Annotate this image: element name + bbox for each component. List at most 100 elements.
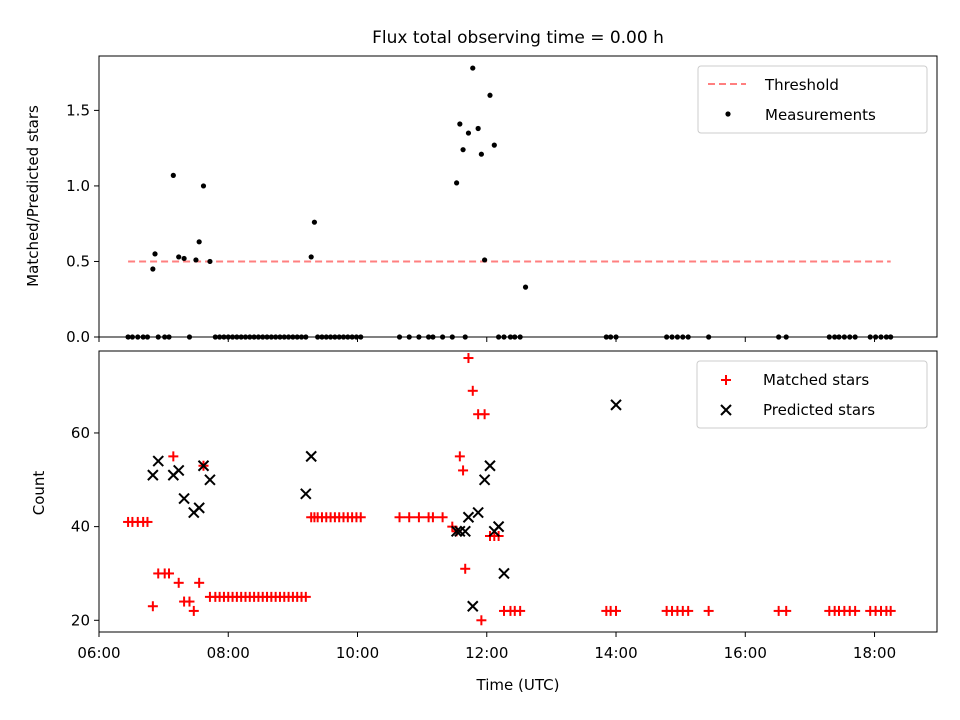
top-y-tick-label: 1.5	[66, 101, 90, 119]
matched-star-point	[168, 451, 179, 462]
matched-star-point	[515, 605, 526, 616]
matched-star-point	[885, 605, 896, 616]
matched-star-point	[173, 577, 184, 588]
matched-stars-points	[123, 353, 896, 626]
measurement-point	[181, 255, 187, 262]
measurement-point	[478, 151, 484, 157]
bottom-x-axis-label: Time (UTC)	[476, 676, 560, 694]
top-y-tick-label: 1.0	[66, 177, 90, 195]
measurement-point	[193, 257, 199, 263]
measurement-point	[308, 254, 314, 260]
bottom-x-tick-label: 12:00	[465, 644, 508, 662]
matched-star-point	[458, 465, 469, 476]
bottom-x-tick-label: 08:00	[207, 644, 250, 662]
matched-star-point	[142, 516, 153, 527]
measurement-point	[475, 125, 481, 132]
top-legend: Threshold Measurements	[697, 65, 928, 134]
measurement-point	[457, 121, 463, 127]
bottom-y-tick-label: 40	[71, 518, 90, 536]
legend-measurements-swatch	[725, 111, 731, 117]
bottom-x-tick-label: 18:00	[853, 644, 896, 662]
matched-star-point	[463, 353, 474, 364]
bottom-plot-frame	[98, 350, 938, 633]
matched-star-point	[781, 605, 792, 616]
bottom-legend: Matched stars Predicted stars	[696, 360, 928, 429]
predicted-star-point	[462, 511, 475, 523]
predicted-star-point	[450, 525, 463, 538]
bottom-x-tick-label: 10:00	[336, 644, 379, 662]
predicted-star-point	[204, 474, 216, 486]
top-y-tick-label: 0.5	[66, 252, 90, 270]
top-y-axis-ticks: 0.0 0.5 1.0 1.5	[66, 101, 99, 346]
matched-star-point	[427, 512, 438, 523]
measurement-point	[311, 219, 318, 225]
matched-star-point	[184, 596, 195, 607]
predicted-star-point	[498, 567, 510, 580]
predicted-star-point	[484, 460, 496, 472]
predicted-star-point	[610, 399, 622, 411]
bottom-y-tick-label: 60	[71, 424, 90, 442]
predicted-star-point	[300, 488, 312, 500]
top-y-tick-label: 0.0	[66, 328, 90, 346]
predicted-stars-points	[147, 399, 622, 612]
top-x-axis-ticks	[98, 337, 876, 342]
matched-star-point	[460, 563, 471, 574]
bottom-x-tick-label: 06:00	[77, 644, 120, 662]
matched-star-point	[164, 568, 175, 579]
legend-predicted-marker	[720, 404, 732, 416]
bottom-legend-frame	[696, 360, 928, 429]
chart-title: Flux total observing time = 0.00 h	[372, 28, 664, 48]
matched-star-point	[611, 605, 622, 616]
matched-star-point	[683, 605, 694, 616]
top-legend-frame	[697, 65, 928, 134]
matched-star-point	[467, 385, 478, 396]
bottom-x-axis-ticks: 06:00 08:00 10:00 12:00 14:00 16:00 18:00	[77, 632, 896, 662]
predicted-star-point	[492, 520, 505, 533]
predicted-star-point	[459, 525, 471, 538]
predicted-star-point	[305, 450, 317, 463]
matched-star-point	[147, 601, 158, 612]
measurement-point	[491, 142, 497, 148]
matched-star-point	[454, 451, 465, 462]
bottom-x-tick-label: 16:00	[724, 644, 767, 662]
measurement-point	[460, 147, 466, 153]
legend-measurements-label: Measurements	[765, 106, 876, 124]
measurement-point	[196, 239, 202, 245]
matched-star-point	[413, 512, 424, 523]
predicted-star-point	[193, 502, 205, 514]
matched-star-point	[437, 512, 448, 523]
legend-threshold-label: Threshold	[764, 76, 839, 94]
measurement-point	[152, 251, 158, 257]
measurement-point	[200, 183, 207, 189]
predicted-star-point	[467, 600, 479, 612]
predicted-star-point	[197, 460, 210, 472]
measurement-point	[150, 266, 156, 272]
matched-star-point	[188, 605, 199, 616]
measurement-point	[522, 284, 529, 290]
predicted-star-point	[472, 506, 484, 519]
matched-star-point	[479, 409, 490, 420]
predicted-star-point	[172, 464, 185, 477]
bottom-y-tick-label: 20	[71, 611, 90, 629]
bottom-y-axis-ticks: 20 40 60	[71, 424, 99, 629]
matched-star-point	[476, 615, 487, 626]
predicted-star-point	[478, 474, 491, 486]
matched-star-point	[194, 577, 205, 588]
bottom-panel: 20 40 60 06:00 08:00 10:00 12:00 14:00 16:00 18:…	[30, 350, 938, 694]
legend-matched-swatch	[721, 375, 731, 385]
matched-star-point	[850, 605, 861, 616]
matched-star-point	[355, 512, 366, 523]
matched-star-point	[404, 512, 415, 523]
legend-predicted-label: Predicted stars	[763, 401, 875, 419]
bottom-x-tick-label: 14:00	[594, 644, 637, 662]
legend-matched-label: Matched stars	[763, 371, 869, 389]
predicted-star-point	[147, 469, 159, 481]
top-panel: 0.0 0.5 1.0 1.5 Matched/Predicted stars Thr…	[24, 55, 938, 346]
measurement-point	[207, 258, 213, 265]
measurement-point	[487, 92, 493, 98]
measurement-point	[482, 257, 488, 263]
measurement-point	[176, 254, 182, 260]
measurement-point	[454, 180, 460, 186]
bottom-y-axis-label: Count	[30, 471, 48, 516]
matched-star-point	[703, 605, 714, 616]
